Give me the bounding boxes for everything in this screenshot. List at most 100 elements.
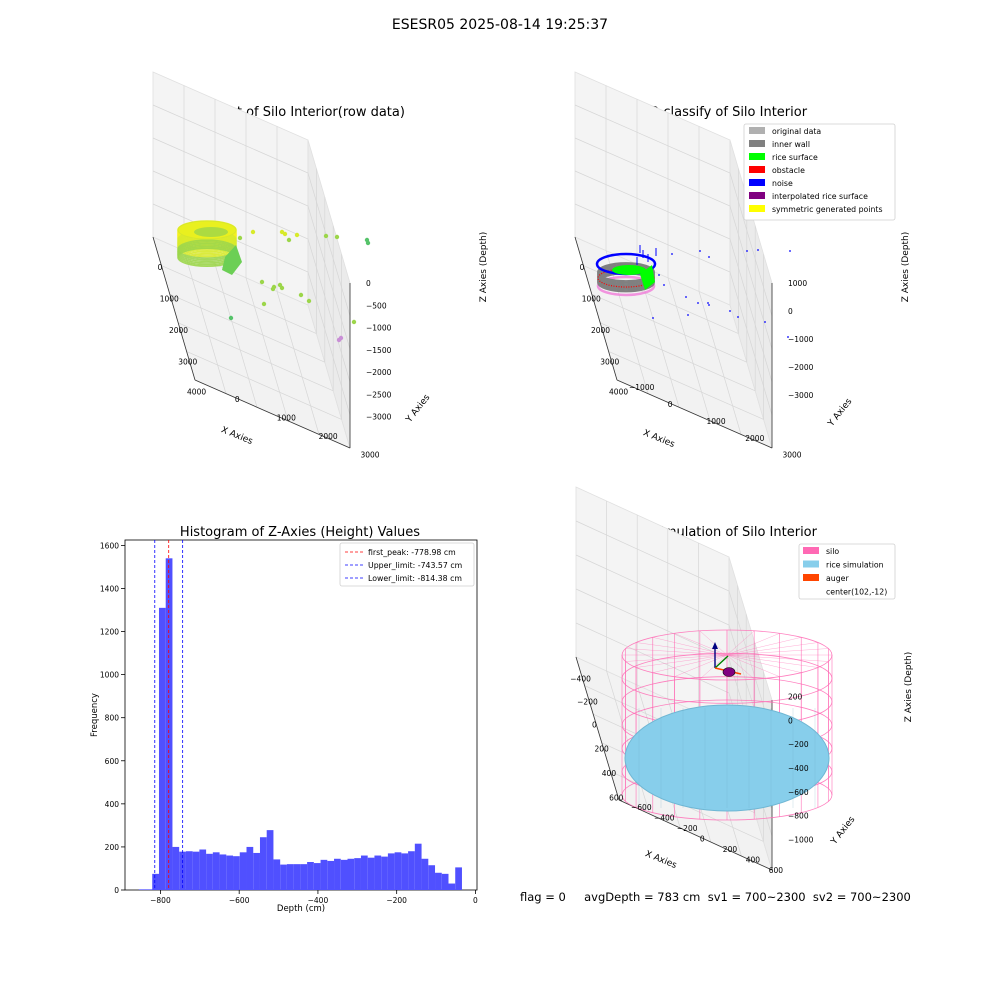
panel2-z-tick-label: 1000 bbox=[788, 279, 807, 288]
panel3-histogram-bar bbox=[280, 864, 287, 890]
panel2-x-tick-label: 1000 bbox=[582, 295, 601, 304]
panel4-x-axis-label: X Axies bbox=[643, 849, 678, 871]
panel4-silo-roof-spoke bbox=[636, 654, 728, 668]
panel4-y-tick-label: 200 bbox=[723, 845, 738, 854]
panel4-silo-roof-spoke bbox=[699, 630, 728, 656]
panel3-x-tick-label: −600 bbox=[229, 896, 250, 905]
panel4-y-tick-label: −400 bbox=[654, 814, 675, 823]
panel3-histogram-bar bbox=[401, 853, 409, 890]
panel4-silo-roof-spoke bbox=[726, 637, 802, 656]
panel2-y-tick-label: 1000 bbox=[707, 417, 726, 426]
panel2-noise-point bbox=[708, 256, 710, 258]
panel4-legend: silo rice simulation auger center(102,-12) bbox=[798, 543, 896, 600]
panel2-x-tick-label: 3000 bbox=[600, 358, 619, 367]
panel2-legend-label: symmetric generated points bbox=[772, 205, 883, 214]
panel2-legend-label: rice surface bbox=[772, 153, 818, 162]
panel4-legend-label: silo bbox=[826, 547, 839, 556]
panel2-grid-line bbox=[583, 265, 739, 334]
panel3-legend-label: Upper_limit: -743.57 cm bbox=[368, 561, 462, 570]
panel4-legend-frame bbox=[798, 543, 896, 600]
panel2-legend-label: interpolated rice surface bbox=[772, 192, 868, 201]
panel2-grid-line bbox=[667, 277, 711, 421]
panel3-histogram-bar bbox=[158, 607, 166, 890]
panel4-legend-swatch bbox=[803, 574, 819, 581]
panel3-histogram-bar bbox=[212, 852, 220, 890]
panel4-silo-roof-spoke bbox=[726, 633, 780, 656]
panel4-silo-roof-spoke bbox=[726, 648, 829, 656]
panel2-legend-label: original data bbox=[772, 127, 821, 136]
panel4-legend-swatch bbox=[803, 560, 819, 568]
panel2-x-tick-label: 0 bbox=[580, 263, 585, 272]
panel3-title: Histogram of Z-Axies (Height) Values bbox=[180, 525, 420, 540]
panel1-x-tick-label: 3000 bbox=[178, 358, 197, 367]
panel4-silo-roof-spoke bbox=[636, 642, 728, 656]
panel1-x-tick-label: 0 bbox=[158, 263, 163, 272]
panel1-data-point bbox=[298, 292, 304, 298]
panel2-legend-swatch bbox=[749, 153, 765, 160]
panel3-histogram-bar bbox=[414, 843, 422, 890]
panel2-rice-surface-edge bbox=[640, 265, 655, 290]
panel2-legend: original data inner wall rice surface obsta… bbox=[743, 123, 896, 221]
panel1-z-tick-label: 0 bbox=[366, 279, 371, 288]
panel3-histogram-bar bbox=[367, 857, 375, 890]
panel3-histogram-bar bbox=[185, 851, 193, 890]
panel3-histogram-bar bbox=[340, 859, 348, 890]
panel4-z-axis-label: Z Axies (Depth) bbox=[904, 652, 914, 723]
panel2-y-tick-label: 2000 bbox=[745, 434, 764, 443]
panel3-histogram-bar bbox=[266, 830, 274, 890]
panel4-legend-label: rice simulation bbox=[826, 561, 884, 570]
panel1-y-tick-label: 0 bbox=[235, 395, 240, 404]
panel1-grid-line bbox=[152, 170, 351, 383]
panel4-silo-roof-spoke bbox=[726, 654, 818, 668]
panel2-legend-swatch bbox=[749, 166, 765, 173]
panel4-y-tick-label: −600 bbox=[631, 803, 652, 812]
panel1-z-tick-label: −1000 bbox=[366, 324, 392, 333]
panel3-legend-label: Lower_limit: -814.38 cm bbox=[368, 574, 462, 583]
panel2-grid-line bbox=[574, 170, 773, 383]
panel3-x-tick-label: −800 bbox=[150, 896, 171, 905]
panel4-silo-roof-spoke bbox=[726, 642, 818, 656]
panel1-data-point bbox=[334, 234, 340, 240]
panel3-y-tick-label: 1600 bbox=[100, 541, 119, 550]
panel4-silo-roof-spoke bbox=[726, 654, 780, 677]
panel1-z-axis-label: Z Axies (Depth) bbox=[479, 232, 489, 303]
panel2-z-tick-label: −1000 bbox=[788, 335, 814, 344]
panel2-noise-point bbox=[671, 253, 673, 255]
panel2-x-tick-label: 4000 bbox=[609, 388, 628, 397]
panel1-y-axis-line bbox=[194, 379, 351, 449]
panel4-grid-line bbox=[575, 520, 773, 735]
panel1-data-point bbox=[294, 232, 300, 238]
panel2-noise-point bbox=[652, 317, 654, 319]
panel1-silo-inner bbox=[194, 227, 228, 237]
panel2-grid-line bbox=[574, 137, 773, 350]
panel1-data-point bbox=[277, 282, 283, 288]
panel4-y-axis-line bbox=[618, 799, 773, 871]
panel2-noise-point bbox=[697, 302, 699, 304]
panel4-silo-roof-spoke bbox=[674, 633, 728, 656]
panel3-y-tick-label: 600 bbox=[105, 757, 120, 766]
panel2-x-tick-label: 2000 bbox=[591, 326, 610, 335]
panel4-z-tick-label: −800 bbox=[788, 812, 809, 821]
panel4-axis-arrow-z-head bbox=[712, 642, 718, 649]
panel1-data-point bbox=[365, 240, 371, 246]
panel2-grid-line bbox=[600, 322, 756, 392]
panel2-legend-swatch bbox=[749, 205, 765, 212]
panel3-y-tick-label: 1200 bbox=[100, 628, 119, 637]
panel1-data-point bbox=[228, 315, 234, 321]
panel1-y-tick-label: 2000 bbox=[319, 432, 338, 441]
panel1-data-point bbox=[237, 235, 243, 241]
panel4-x-tick-label: 600 bbox=[609, 793, 624, 802]
panel1-grid-line bbox=[169, 293, 325, 363]
panel3-histogram-bar bbox=[421, 858, 429, 890]
panel4-silo-roof-spoke bbox=[625, 654, 728, 662]
panel1-grid-line bbox=[161, 265, 317, 334]
panel2-legend-swatch bbox=[749, 179, 765, 186]
status-line: flag = 0 avgDepth = 783 cm sv1 = 700~230… bbox=[520, 890, 911, 904]
panel4-legend-swatch bbox=[803, 547, 819, 554]
panel1-y-tick-label: 3000 bbox=[360, 450, 379, 459]
panel3-histogram-bar bbox=[199, 849, 207, 890]
panel2-legend-frame bbox=[743, 123, 896, 221]
panel3-histogram-bar bbox=[334, 858, 341, 890]
panel2-box bbox=[574, 71, 773, 449]
